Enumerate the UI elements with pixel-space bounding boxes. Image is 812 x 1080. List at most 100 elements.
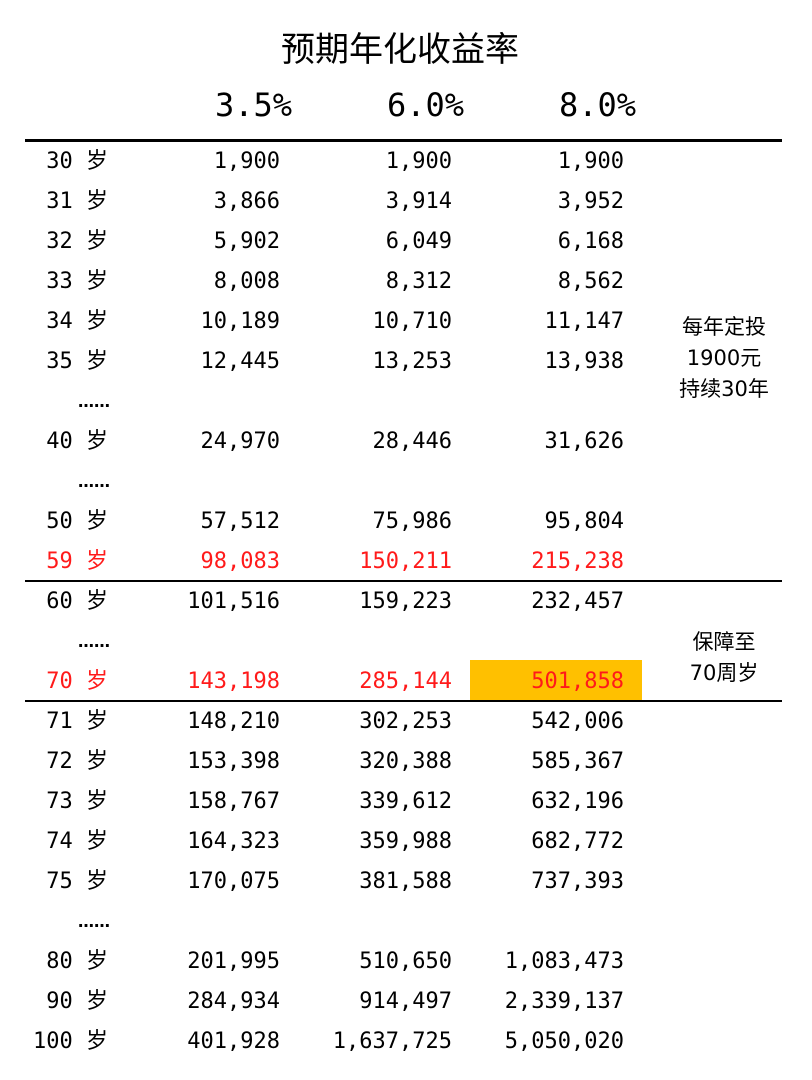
rate-header-3-5: 3.5% bbox=[214, 86, 292, 124]
value-cell-3-5: 153,398 bbox=[187, 749, 280, 774]
value-cell-6-0: 1,900 bbox=[385, 149, 452, 174]
value-cell-3-5: 10,189 bbox=[200, 309, 280, 334]
value-cell-6-0: 914,497 bbox=[359, 989, 452, 1014]
value-cell-8-0: 31,626 bbox=[544, 429, 624, 454]
value-cell-8-0: 1,083,473 bbox=[504, 949, 624, 974]
value-cell-6-0: 6,049 bbox=[385, 229, 452, 254]
value-cell-8-0: 632,196 bbox=[531, 789, 624, 814]
value-cell-3-5: 12,445 bbox=[200, 349, 280, 374]
table-title: 预期年化收益率 bbox=[281, 30, 519, 70]
coverage-note-line-1: 保障至 bbox=[692, 630, 756, 654]
age-cell: 30 岁 bbox=[46, 149, 108, 174]
value-cell-3-5: 8,008 bbox=[213, 269, 280, 294]
value-cell-8-0: 682,772 bbox=[531, 829, 624, 854]
table-row: 73 岁 158,767 339,612 632,196 bbox=[0, 782, 812, 822]
age-cell: 50 岁 bbox=[46, 509, 108, 534]
value-cell-6-0: 510,650 bbox=[359, 949, 452, 974]
age-cell: 71 岁 bbox=[46, 709, 108, 734]
table-row: 31 岁 3,866 3,914 3,952 bbox=[0, 182, 812, 222]
value-cell-6-0: 359,988 bbox=[359, 829, 452, 854]
value-cell-3-5: 24,970 bbox=[200, 429, 280, 454]
age-cell: 72 岁 bbox=[46, 749, 108, 774]
table-row: 80 岁 201,995 510,650 1,083,473 bbox=[0, 942, 812, 982]
value-cell-6-0: 159,223 bbox=[359, 589, 452, 614]
value-cell-8-0: 8,562 bbox=[557, 269, 624, 294]
ellipsis-row: …… bbox=[0, 902, 812, 942]
plan-note: 每年定投 1900元 持续30年 bbox=[654, 312, 794, 405]
value-cell-6-0: 8,312 bbox=[385, 269, 452, 294]
value-cell-6-0: 339,612 bbox=[359, 789, 452, 814]
ellipsis: …… bbox=[78, 632, 110, 651]
age-cell: 31 岁 bbox=[46, 189, 108, 214]
age-cell: 74 岁 bbox=[46, 829, 108, 854]
value-cell-3-5: 5,902 bbox=[213, 229, 280, 254]
table-row: 40 岁 24,970 28,446 31,626 bbox=[0, 422, 812, 462]
ellipsis-row: …… bbox=[0, 382, 812, 422]
table-row: 74 岁 164,323 359,988 682,772 bbox=[0, 822, 812, 862]
value-cell-8-0: 232,457 bbox=[531, 589, 624, 614]
rate-header-8-0: 8.0% bbox=[558, 86, 636, 124]
value-cell-3-5: 57,512 bbox=[200, 509, 280, 534]
value-cell-8-0: 95,804 bbox=[544, 509, 624, 534]
value-cell-6-0: 10,710 bbox=[372, 309, 452, 334]
ellipsis: …… bbox=[78, 472, 110, 491]
value-cell-8-0: 6,168 bbox=[557, 229, 624, 254]
table-row: 59 岁 98,083 150,211 215,238 bbox=[0, 542, 812, 582]
age-cell: 35 岁 bbox=[46, 349, 108, 374]
age-cell: 32 岁 bbox=[46, 229, 108, 254]
coverage-note-line-2: 70周岁 bbox=[689, 661, 759, 685]
value-cell-6-0: 13,253 bbox=[372, 349, 452, 374]
value-cell-8-0: 737,393 bbox=[531, 869, 624, 894]
value-cell-8-0: 215,238 bbox=[531, 549, 624, 574]
value-cell-3-5: 143,198 bbox=[187, 669, 280, 694]
value-cell-6-0: 381,588 bbox=[359, 869, 452, 894]
value-cell-6-0: 28,446 bbox=[372, 429, 452, 454]
ellipsis: …… bbox=[78, 392, 110, 411]
value-cell-6-0: 1,637,725 bbox=[332, 1029, 452, 1054]
coverage-note: 保障至 70周岁 bbox=[654, 627, 794, 689]
value-cell-6-0: 3,914 bbox=[385, 189, 452, 214]
value-cell-3-5: 98,083 bbox=[200, 549, 280, 574]
table-row: 33 岁 8,008 8,312 8,562 bbox=[0, 262, 812, 302]
table-row: 100 岁 401,928 1,637,725 5,050,020 bbox=[0, 1022, 812, 1062]
value-cell-3-5: 164,323 bbox=[187, 829, 280, 854]
age-cell: 34 岁 bbox=[46, 309, 108, 334]
age-cell: 60 岁 bbox=[46, 589, 108, 614]
plan-note-line-1: 每年定投 bbox=[682, 315, 766, 339]
table-row: 34 岁 10,189 10,710 11,147 bbox=[0, 302, 812, 342]
table-row: 60 岁 101,516 159,223 232,457 bbox=[0, 582, 812, 622]
table-row: 70 岁 143,198 285,144 501,858 bbox=[0, 662, 812, 702]
value-cell-3-5: 401,928 bbox=[187, 1029, 280, 1054]
value-cell-8-0: 1,900 bbox=[557, 149, 624, 174]
divider-after-59 bbox=[25, 580, 782, 582]
value-cell-3-5: 101,516 bbox=[187, 589, 280, 614]
plan-note-line-2: 1900元 bbox=[686, 346, 762, 370]
value-cell-3-5: 1,900 bbox=[213, 149, 280, 174]
value-cell-6-0: 285,144 bbox=[359, 669, 452, 694]
table-row: 32 岁 5,902 6,049 6,168 bbox=[0, 222, 812, 262]
table-row: 35 岁 12,445 13,253 13,938 bbox=[0, 342, 812, 382]
table-row: 71 岁 148,210 302,253 542,006 bbox=[0, 702, 812, 742]
value-cell-8-0: 5,050,020 bbox=[504, 1029, 624, 1054]
age-cell: 73 岁 bbox=[46, 789, 108, 814]
table-row: 30 岁 1,900 1,900 1,900 bbox=[0, 142, 812, 182]
value-cell-8-0: 13,938 bbox=[544, 349, 624, 374]
value-cell-3-5: 284,934 bbox=[187, 989, 280, 1014]
value-cell-8-0: 3,952 bbox=[557, 189, 624, 214]
value-cell-6-0: 75,986 bbox=[372, 509, 452, 534]
value-cell-6-0: 150,211 bbox=[359, 549, 452, 574]
ellipsis-row: …… bbox=[0, 622, 812, 662]
plan-note-line-3: 持续30年 bbox=[679, 377, 769, 401]
age-cell: 40 岁 bbox=[46, 429, 108, 454]
ellipsis-row: …… bbox=[0, 462, 812, 502]
value-cell-8-0: 585,367 bbox=[531, 749, 624, 774]
highlight-cell-70-8pct bbox=[470, 660, 642, 700]
age-cell: 70 岁 bbox=[46, 669, 108, 694]
value-cell-3-5: 148,210 bbox=[187, 709, 280, 734]
age-cell: 75 岁 bbox=[46, 869, 108, 894]
value-cell-8-0: 11,147 bbox=[544, 309, 624, 334]
value-cell-8-0: 501,858 bbox=[531, 669, 624, 694]
value-cell-8-0: 542,006 bbox=[531, 709, 624, 734]
table-row: 75 岁 170,075 381,588 737,393 bbox=[0, 862, 812, 902]
value-cell-3-5: 158,767 bbox=[187, 789, 280, 814]
